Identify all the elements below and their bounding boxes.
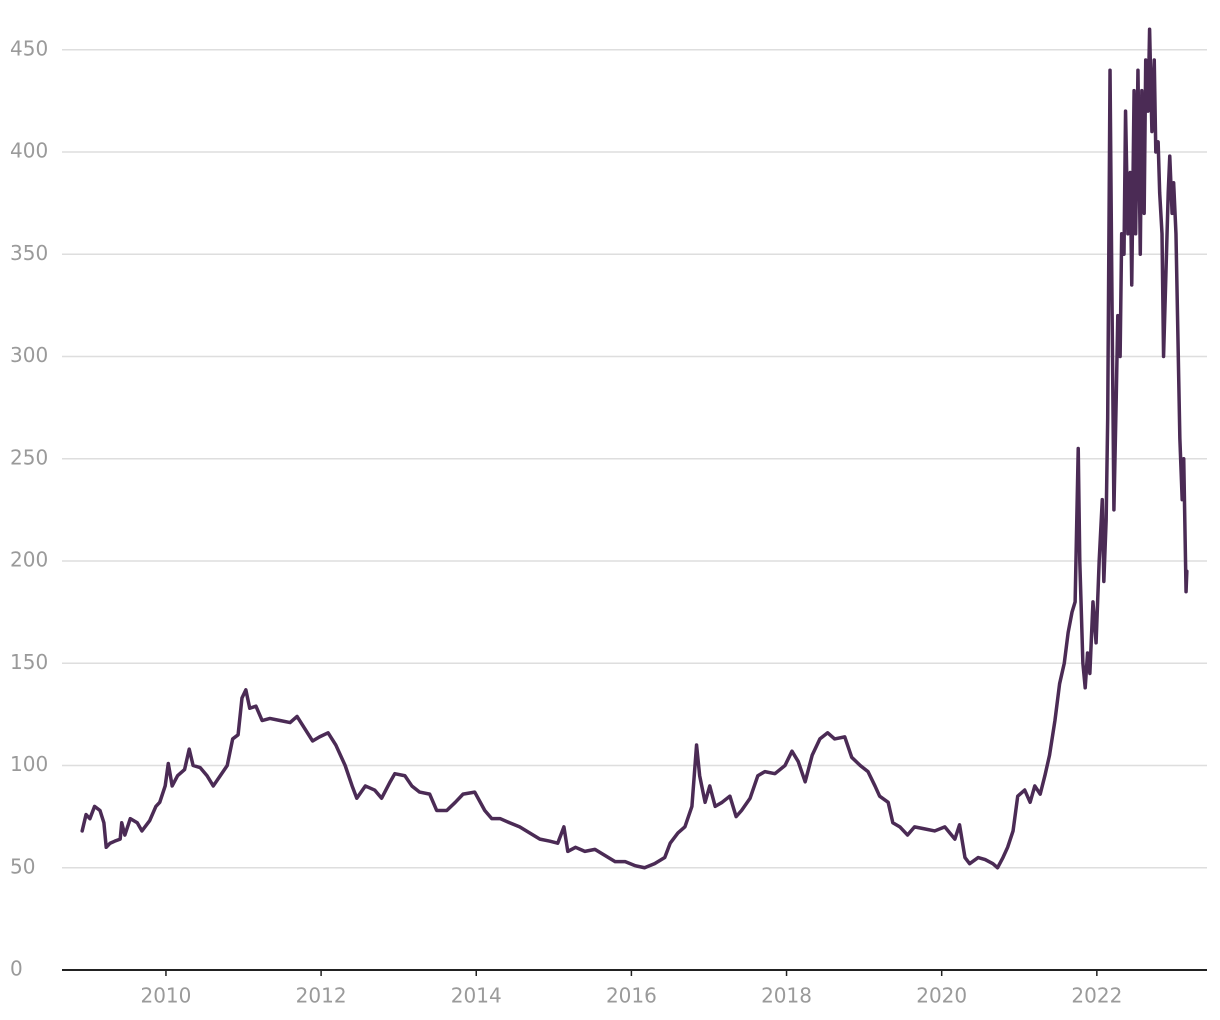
y-tick-label: 400 [10,139,48,163]
x-tick-label: 2018 [761,984,812,1008]
price-line [80,27,1189,870]
y-tick-label: 300 [10,343,48,367]
x-tick-label: 2022 [1071,984,1122,1008]
y-tick-label: 100 [10,752,48,776]
y-tick-label: 150 [10,650,48,674]
x-tick-label: 2012 [296,984,347,1008]
x-tick-label: 2016 [606,984,657,1008]
y-tick-label: 250 [10,445,48,469]
y-tick-label: 350 [10,241,48,265]
y-tick-label: 0 [10,957,23,981]
x-tick-label: 2010 [140,984,191,1008]
x-tick-label: 2020 [916,984,967,1008]
y-tick-label: 200 [10,548,48,572]
y-tick-label: 50 [10,854,35,878]
y-tick-label: 450 [10,36,48,60]
x-tick-label: 2014 [451,984,502,1008]
